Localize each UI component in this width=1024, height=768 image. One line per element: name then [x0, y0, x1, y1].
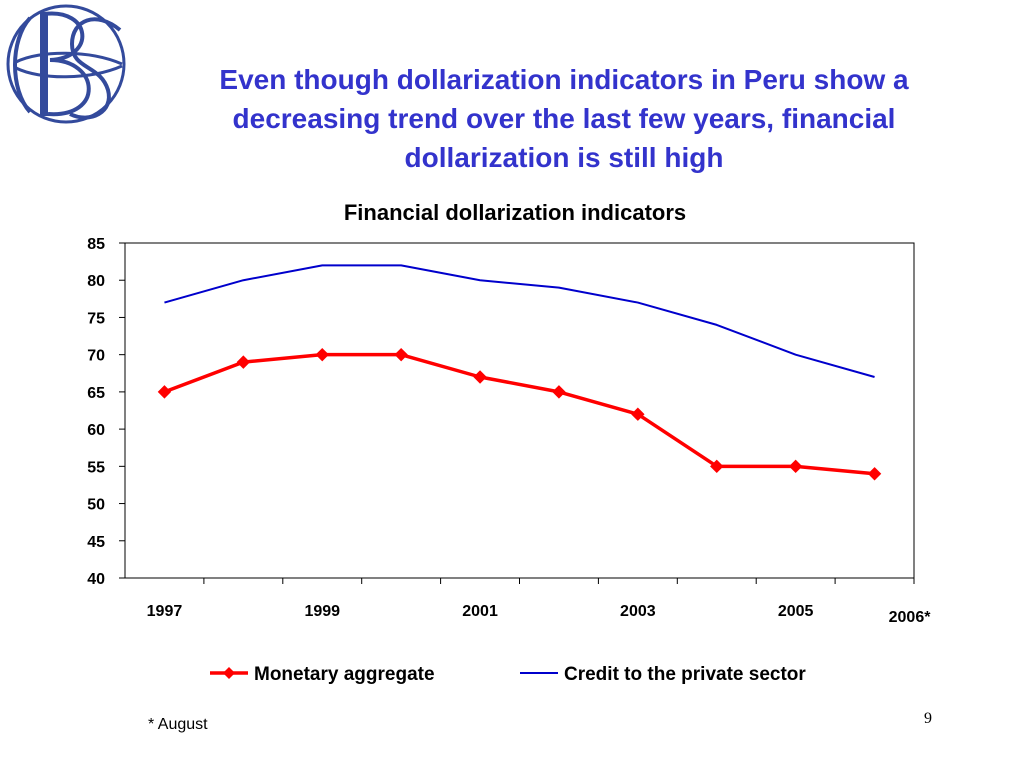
data-point-marker — [710, 459, 724, 474]
series-layer — [157, 264, 882, 481]
series-line — [164, 264, 875, 378]
y-tick-label: 85 — [87, 236, 105, 253]
y-tick-label: 70 — [87, 348, 105, 365]
y-tick-label: 55 — [87, 459, 105, 476]
chart-title: Financial dollarization indicators — [344, 200, 686, 225]
series-line — [163, 352, 875, 476]
x-tick-label: 2006* — [889, 609, 932, 626]
slide-title-line: Even though dollarization indicators in … — [219, 64, 909, 95]
data-point-marker — [631, 407, 645, 421]
y-tick-label: 65 — [87, 385, 105, 402]
x-tick-label: 2003 — [620, 603, 656, 620]
x-axis: 1997 1999 2001 2003 2005 2006* — [147, 578, 932, 626]
footnote: * August — [148, 716, 208, 733]
page-number: 9 — [924, 710, 932, 727]
y-tick-label: 45 — [87, 534, 105, 551]
data-point-marker — [473, 370, 487, 384]
y-axis: 40 45 50 55 60 65 70 75 80 85 — [87, 236, 125, 588]
slide-title-line: decreasing trend over the last few years… — [232, 103, 896, 134]
y-tick-label: 40 — [87, 571, 105, 588]
data-point-marker — [788, 459, 803, 474]
data-point-marker — [315, 347, 329, 362]
data-point-marker — [552, 385, 566, 399]
x-tick-label: 2001 — [462, 603, 498, 620]
slide-title: Even though dollarization indicators in … — [134, 60, 994, 177]
legend-label: Monetary aggregate — [254, 664, 435, 685]
data-point-marker — [867, 467, 882, 481]
y-tick-label: 60 — [87, 422, 105, 439]
x-tick-label: 1999 — [304, 603, 340, 620]
chart-legend: Monetary aggregate Credit to the private … — [210, 664, 806, 685]
x-tick-label: 1997 — [147, 603, 183, 620]
data-point-marker — [394, 347, 408, 362]
bcrp-logo — [6, 4, 126, 124]
data-point-marker — [157, 385, 172, 399]
y-tick-label: 80 — [87, 273, 105, 290]
legend-marker — [223, 667, 235, 679]
y-tick-label: 75 — [87, 310, 105, 327]
slide-title-line: dollarization is still high — [404, 142, 724, 173]
plot-area — [124, 242, 915, 579]
x-tick-label: 2005 — [778, 603, 814, 620]
data-point-marker — [236, 355, 251, 369]
legend-label: Credit to the private sector — [564, 664, 806, 685]
y-tick-label: 50 — [87, 497, 105, 514]
